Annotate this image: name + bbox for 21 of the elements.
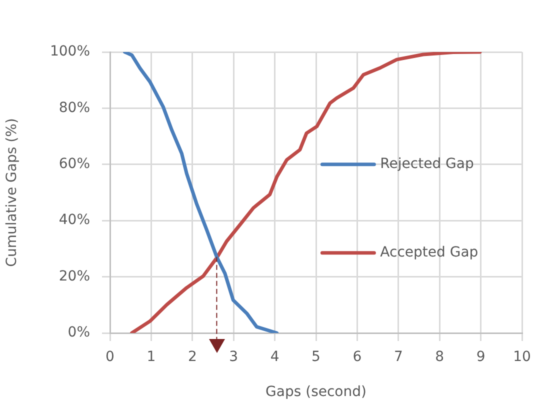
x-tick-label: 7	[394, 349, 403, 366]
y-axis-title: Cumulative Gaps (%)	[4, 118, 20, 267]
x-tick-label: 3	[229, 349, 238, 366]
y-tick-label: 40%	[58, 212, 90, 228]
x-tick-label: 8	[435, 349, 444, 366]
x-tick-label: 0	[106, 349, 114, 366]
y-tick-label: 80%	[58, 100, 90, 116]
x-tick-label: 4	[270, 349, 280, 366]
y-tick-label: 100%	[50, 44, 90, 60]
x-tick-label: 5	[312, 349, 320, 366]
legend-label: Accepted Gap	[380, 244, 478, 261]
x-tick-label: 6	[352, 349, 362, 366]
x-tick-label: 10	[513, 349, 531, 366]
y-tick-label: 0%	[68, 324, 90, 341]
y-tick-label: 60%	[58, 156, 90, 172]
legend-label: Rejected Gap	[380, 156, 474, 172]
x-axis-title: Gaps (second)	[266, 384, 366, 400]
y-tick-label: 20%	[58, 268, 90, 284]
x-tick-label: 9	[476, 349, 486, 366]
x-tick-label: 1	[146, 349, 156, 366]
x-tick-label: 2	[188, 349, 197, 366]
